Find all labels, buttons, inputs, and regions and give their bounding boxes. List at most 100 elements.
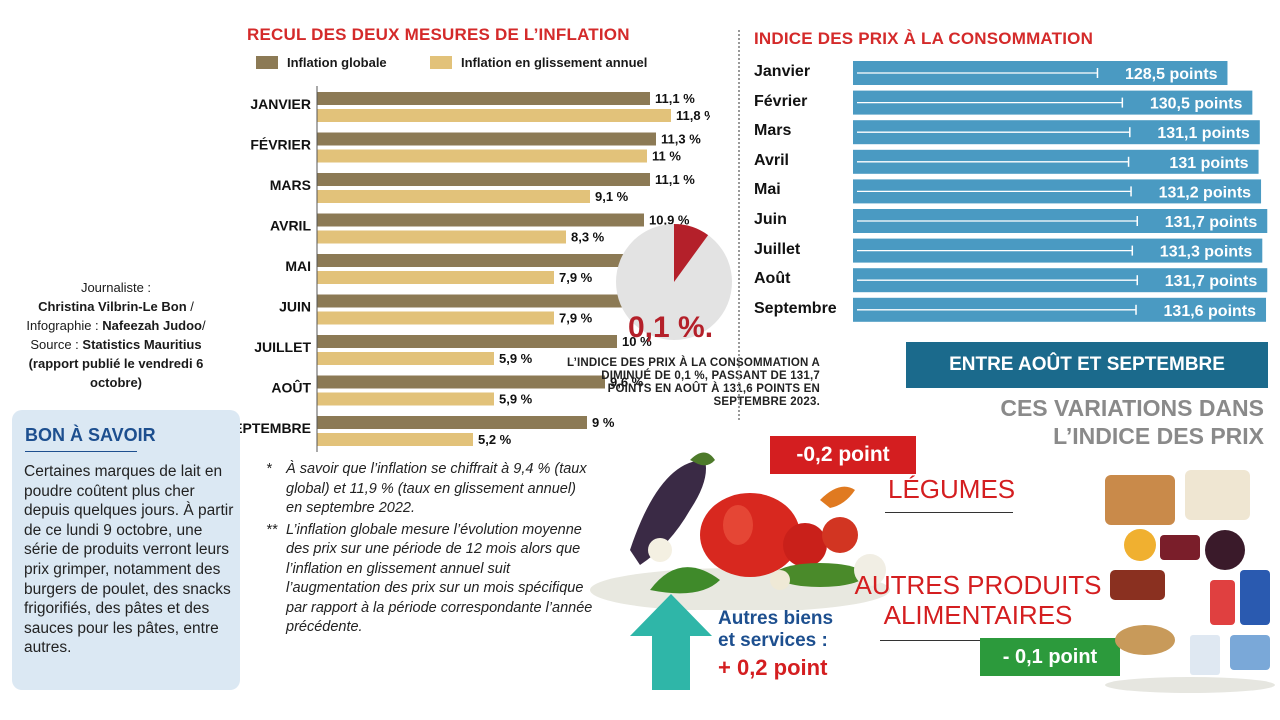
pie-slice-decrease — [674, 224, 709, 282]
cpi-month-label: Janvier — [754, 63, 811, 80]
credits-sep1: / — [186, 299, 194, 314]
arrow-up-icon — [630, 594, 712, 690]
footnote-2: ** L’inflation globale mesure l’évolutio… — [266, 521, 596, 638]
data-label-annual: 5,9 % — [499, 351, 533, 366]
cpi-month-label: Août — [754, 270, 791, 288]
bar-global — [317, 375, 605, 389]
autres-biens-line2: et services : — [718, 630, 828, 651]
credits-infographist: Nafeezah Judoo — [102, 318, 202, 333]
data-label-annual: 9,1 % — [595, 189, 629, 204]
inflation-bar-chart: JANVIER 11,1 % 11,8 % FÉVRIER 11,3 % 11 % MARS… — [224, 86, 710, 452]
data-label-global: 9,6 % — [610, 375, 644, 390]
bar-annual — [317, 109, 671, 122]
autres-biens-label: Autres biens et services : — [718, 608, 833, 652]
data-label-annual: 11,8 % — [676, 108, 710, 123]
bar-global — [317, 416, 587, 429]
cpi-month-label: Juin — [754, 211, 787, 228]
variations-heading-line2: L’INDICE DES PRIX — [1053, 423, 1264, 449]
category-label: JUILLET — [254, 339, 311, 355]
footnotes: * À savoir que l’inflation se chiffrait … — [266, 460, 596, 638]
pie-description: L’INDICE DES PRIX À LA CONSOMMATION A DI… — [567, 357, 820, 408]
autres-produits-line2: ALIMENTAIRES — [883, 600, 1073, 630]
bar-global — [317, 254, 635, 267]
cpi-month-label: Juillet — [754, 240, 801, 258]
credits: Journaliste : Christina Vilbrin-Le Bon /… — [10, 278, 222, 392]
data-label-annual: 5,2 % — [478, 432, 512, 447]
cpi-month-label: Mars — [754, 122, 792, 140]
footnote-1: * À savoir que l’inflation se chiffrait … — [266, 460, 596, 519]
credits-journalist: Christina Vilbrin-Le Bon — [38, 299, 187, 314]
data-label-global: 10,9 % — [649, 213, 690, 228]
bar-global — [317, 213, 644, 227]
cpi-value-label: 131,3 points — [1160, 244, 1253, 261]
cpi-value-label: 131,7 points — [1165, 273, 1258, 290]
category-label: SEPTEMBRE — [224, 420, 311, 436]
bon-a-savoir-text: Certaines marques de lait en poudre coût… — [24, 463, 234, 657]
autres-produits-variation-badge: - 0,1 point — [980, 638, 1120, 676]
bon-a-savoir-title: BON À SAVOIR — [25, 425, 156, 445]
bar-annual — [317, 392, 494, 406]
data-label-global: 10 % — [622, 334, 652, 349]
data-label-annual: 5,9 % — [499, 392, 533, 407]
footnote-2-text: L’inflation globale mesure l’évolution m… — [286, 521, 593, 636]
cpi-value-label: 131,2 points — [1159, 184, 1252, 201]
category-label: AOÛT — [271, 379, 311, 396]
bon-a-savoir-underline — [25, 451, 137, 452]
cpi-bar-chart: 128,5 points 130,5 points 131,1 points 131 … — [853, 61, 1268, 322]
bar-global — [317, 132, 656, 146]
pie-percent: 0,1 %. — [628, 311, 714, 344]
legumes-variation-badge: -0,2 point — [770, 436, 916, 474]
data-label-global: 11,1 % — [655, 91, 695, 106]
variations-heading: CES VARIATIONS DANS L’INDICE DES PRIX — [960, 394, 1264, 450]
category-label: FÉVRIER — [250, 137, 311, 153]
legend-label-global: Inflation globale — [287, 55, 387, 70]
legend-swatch-annual — [430, 56, 452, 69]
data-label-global: 9 % — [592, 415, 615, 430]
bar-global — [317, 92, 650, 105]
vegetables-illustration — [590, 452, 890, 610]
autres-produits-label: AUTRES PRODUITS ALIMENTAIRES — [850, 570, 1106, 630]
cpi-value-label: 131,7 points — [1165, 214, 1258, 231]
cpi-month-label: Avril — [754, 151, 789, 169]
variations-banner: ENTRE AOÛT ET SEPTEMBRE — [906, 342, 1268, 388]
data-label-annual: 7,9 % — [559, 270, 593, 285]
bar-annual — [317, 433, 473, 446]
legend-label-annual: Inflation en glissement annuel — [461, 55, 648, 70]
inflation-chart-title: RECUL DES DEUX MESURES DE L’INFLATION — [247, 25, 630, 44]
legumes-underline — [885, 512, 1013, 513]
data-label-annual: 11 % — [652, 149, 681, 164]
cpi-month-label: Mai — [754, 181, 781, 199]
footnote-1-marker: * — [266, 461, 272, 477]
data-label-annual: 8,3 % — [571, 230, 605, 245]
data-label-global: 11,3 % — [661, 132, 701, 147]
cpi-value-label: 131,1 points — [1157, 125, 1250, 142]
cpi-month-label: Février — [754, 92, 808, 110]
cpi-value-label: 131,6 points — [1164, 303, 1257, 320]
bar-annual — [317, 352, 494, 365]
autres-biens-variation: + 0,2 point — [718, 655, 828, 680]
data-label-annual: 7,9 % — [559, 311, 593, 326]
legend-swatch-global — [256, 56, 278, 69]
cpi-value-label: 130,5 points — [1150, 96, 1243, 113]
credits-source: Statistics Mauritius — [82, 337, 202, 352]
bar-annual — [317, 311, 554, 325]
food-products-illustration — [1105, 470, 1275, 693]
autres-produits-line1: AUTRES PRODUITS — [854, 570, 1102, 600]
cpi-chart-title: INDICE DES PRIX À LA CONSOMMATION — [754, 29, 1094, 48]
bon-a-savoir-box — [12, 410, 240, 690]
cpi-value-label: 131 points — [1169, 155, 1248, 172]
cpi-decrease-pie — [616, 224, 732, 340]
category-label: MARS — [270, 177, 311, 193]
category-label: JANVIER — [250, 96, 311, 112]
bar-annual — [317, 190, 590, 203]
bar-global — [317, 294, 632, 308]
bar-annual — [317, 230, 566, 244]
section-divider — [738, 30, 740, 420]
bar-annual — [317, 271, 554, 284]
cpi-month-label: Septembre — [754, 299, 837, 317]
cpi-value-label: 128,5 points — [1125, 66, 1218, 83]
legumes-label: LÉGUMES — [888, 474, 1016, 504]
credits-infographie-label: Infographie : — [26, 318, 103, 333]
category-label: MAI — [285, 258, 311, 274]
bar-global — [317, 335, 617, 348]
